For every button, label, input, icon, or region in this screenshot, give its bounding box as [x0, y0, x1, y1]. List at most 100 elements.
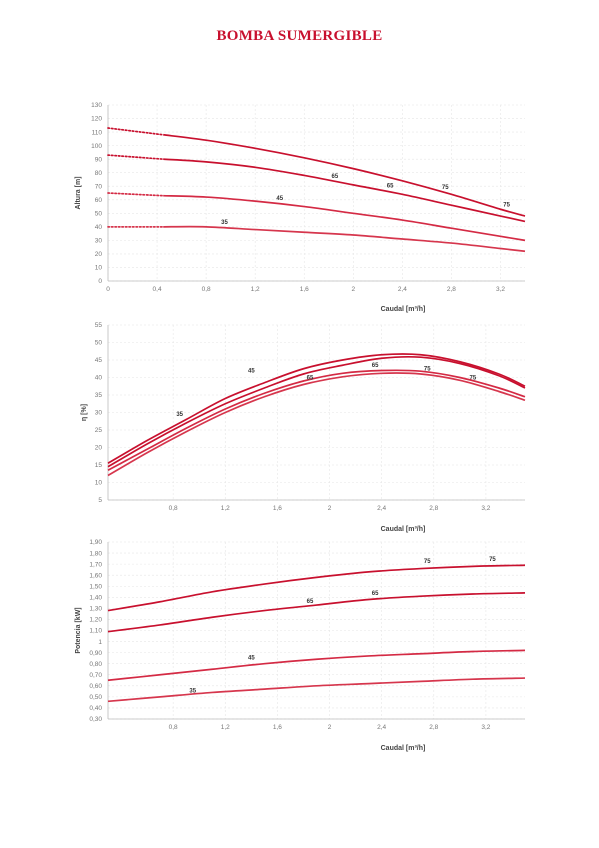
- series-dotted-extension: [107, 154, 165, 160]
- y-tick-label: 90: [95, 156, 103, 163]
- y-tick-label: 0,50: [89, 694, 102, 701]
- y-tick-label: 1,40: [89, 595, 102, 602]
- x-axis-label: Caudal [m³/h]: [381, 306, 426, 313]
- y-tick-label: 1,70: [89, 561, 102, 568]
- curve-label: 75: [503, 203, 510, 209]
- series-35: 35: [107, 677, 526, 703]
- x-tick-label: 0,8: [169, 724, 178, 731]
- y-tick-label: 40: [95, 375, 103, 382]
- grid: [107, 104, 525, 282]
- y-axis-label: Potencia [kW]: [75, 607, 82, 653]
- y-tick-label: 50: [95, 340, 103, 347]
- x-tick-label: 3,2: [481, 724, 490, 731]
- x-tick-label: 2,8: [447, 286, 456, 293]
- x-axis-label: Caudal [m³/h]: [381, 745, 426, 752]
- curve-label: 65: [372, 363, 379, 369]
- series-45: 45 75: [107, 355, 526, 468]
- y-tick-label: 60: [95, 197, 103, 204]
- x-tick-label: 1,2: [251, 286, 260, 293]
- series-line: [163, 194, 526, 242]
- series-65: 65 65: [107, 591, 526, 633]
- y-tick-label: 70: [95, 183, 103, 190]
- x-tick-label: 3,2: [496, 286, 505, 293]
- y-tick-label: 0,60: [89, 683, 102, 690]
- y-tick-label: 5: [98, 497, 102, 504]
- y-tick-label: 50: [95, 211, 103, 218]
- curve-label: 65: [372, 591, 379, 597]
- curve-label: 75: [489, 557, 496, 563]
- series-45: 45: [107, 192, 526, 242]
- series-dotted-extension: [107, 127, 165, 136]
- curve-label: 45: [248, 655, 255, 661]
- series-35: 35: [107, 220, 526, 253]
- series-line: [107, 355, 526, 468]
- curve-label: 75: [470, 375, 477, 381]
- x-tick-label: 2: [328, 724, 332, 731]
- curve-label: 65: [332, 174, 339, 180]
- series-line: [107, 592, 526, 633]
- series-line: [107, 353, 526, 464]
- series-line: [107, 677, 526, 703]
- page-title: BOMBA SUMERGIBLE: [216, 28, 383, 44]
- curve-label: 75: [424, 367, 431, 373]
- series-dotted-extension: [107, 192, 165, 197]
- x-tick-label: 2,4: [377, 505, 386, 512]
- y-tick-label: 30: [95, 410, 103, 417]
- y-tick-label: 1: [98, 639, 102, 646]
- x-tick-label: 1,6: [273, 505, 282, 512]
- series-line: [107, 369, 526, 471]
- series-line: [163, 133, 526, 217]
- y-tick-label: 35: [95, 392, 103, 399]
- y-tick-label: 0,70: [89, 672, 102, 679]
- x-tick-label: 0: [106, 286, 110, 293]
- x-tick-label: 2,4: [398, 286, 407, 293]
- curve-label: 35: [176, 412, 183, 418]
- y-tick-label: 120: [91, 116, 102, 123]
- x-tick-label: 2,4: [377, 724, 386, 731]
- y-tick-label: 80: [95, 170, 103, 177]
- y-tick-label: 30: [95, 238, 103, 245]
- x-tick-label: 3,2: [481, 505, 490, 512]
- y-tick-label: 0,80: [89, 661, 102, 668]
- y-tick-label: 40: [95, 224, 103, 231]
- series-35: 35: [107, 353, 526, 464]
- series-75: 75: [107, 367, 526, 477]
- y-tick-label: 0,40: [89, 705, 102, 712]
- curve-label: 65: [307, 375, 314, 381]
- grid: [108, 324, 525, 501]
- x-tick-label: 1,2: [221, 724, 230, 731]
- x-tick-label: 0,4: [153, 286, 162, 293]
- y-axis-label: Altura [m]: [75, 176, 82, 209]
- x-tick-label: 0,8: [169, 505, 178, 512]
- grid: [108, 541, 525, 720]
- efficiency-chart: 5 10 15 20 25 30 35 40 45 50 55 0,8 1,2 1,6 2 2,4 2,8 3,2…: [81, 322, 526, 533]
- series-line: [163, 225, 526, 253]
- curve-label: 45: [276, 196, 283, 202]
- y-tick-label: 1,10: [89, 628, 102, 635]
- y-tick-label: 130: [91, 102, 102, 109]
- x-tick-label: 1,6: [300, 286, 309, 293]
- y-tick-label: 25: [95, 427, 103, 434]
- y-tick-label: 0,90: [89, 650, 102, 657]
- y-tick-label: 0,30: [89, 716, 102, 723]
- curve-label: 35: [189, 688, 196, 694]
- y-axis-label: η [%]: [81, 404, 88, 421]
- y-tick-label: 1,80: [89, 550, 102, 557]
- curve-label: 45: [248, 368, 255, 374]
- y-tick-label: 1,60: [89, 572, 102, 579]
- x-tick-label: 2: [351, 286, 355, 293]
- y-tick-label: 0: [98, 278, 102, 285]
- x-tick-label: 2,8: [429, 724, 438, 731]
- x-tick-label: 1,2: [221, 505, 230, 512]
- y-tick-label: 100: [91, 143, 102, 150]
- y-tick-label: 45: [95, 357, 103, 364]
- series-line: [107, 372, 526, 477]
- series-line: [107, 649, 526, 682]
- curve-label: 65: [387, 184, 394, 190]
- y-tick-label: 15: [95, 462, 103, 469]
- curve-label: 35: [221, 220, 228, 226]
- y-tick-label: 10: [95, 480, 103, 487]
- series-65: 65 65: [107, 363, 526, 471]
- power-chart: 0,30 0,40 0,50 0,60 0,70 0,80 0,90 1 1,10 1,20 1,3…: [75, 539, 526, 752]
- x-axis-label: Caudal [m³/h]: [381, 526, 426, 533]
